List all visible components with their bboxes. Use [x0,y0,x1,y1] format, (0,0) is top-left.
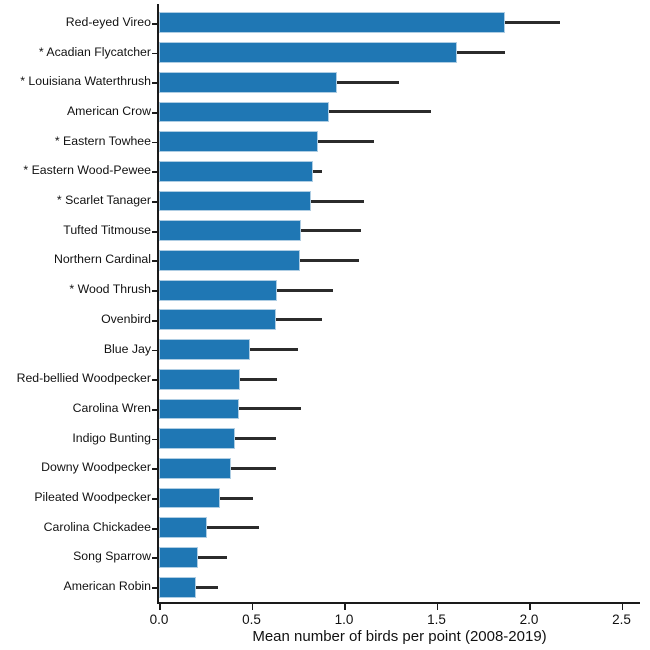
error-bar [310,199,365,203]
x-axis-tick-mark [529,604,531,610]
y-axis-tick-label: Blue Jay [103,341,151,356]
bar[interactable] [159,42,457,63]
y-axis-tick-mark [152,557,157,560]
y-axis-tick-label: Song Sparrow [73,549,151,564]
bar[interactable] [159,576,196,598]
y-axis-tick-label: Indigo Bunting [72,430,151,445]
y-axis-tick-mark [152,201,157,203]
y-axis-tick-label: Pileated Woodpecker [34,490,151,505]
error-bar [249,348,298,352]
bar[interactable] [159,160,313,182]
error-bar [312,169,322,173]
error-bar [238,407,302,411]
y-axis-tick-label: * Wood Thrush [69,282,151,297]
x-axis-tick-label: 1.5 [427,612,446,627]
x-axis-spine [157,602,640,605]
error-bar [207,526,259,530]
y-axis-tick-mark [152,82,157,85]
y-axis-tick-mark [152,171,157,174]
y-axis-tick-mark [152,52,157,55]
bar[interactable] [159,190,311,212]
y-axis-tick-label: Ovenbird [101,311,151,326]
plot-area [159,8,640,602]
y-axis-tick-mark [152,319,157,322]
y-axis-tick-mark [152,587,157,589]
y-axis-tick-label: Carolina Chickadee [43,519,151,534]
error-bar [196,585,219,589]
y-axis-spine [157,4,160,604]
x-axis-tick-mark [436,604,439,610]
error-bar [299,258,359,262]
y-axis-tick-label: * Eastern Towhee [54,133,151,148]
y-axis-tick-mark [152,230,157,233]
bar[interactable] [159,131,319,153]
error-bar [240,377,278,381]
error-bar [504,21,561,25]
bar[interactable] [159,220,302,242]
x-axis-tick-mark [251,604,254,610]
y-axis-tick-label: Northern Cardinal [53,252,151,267]
bar[interactable] [159,487,221,509]
bar[interactable] [159,339,250,360]
error-bar [301,229,361,233]
bar[interactable] [159,12,505,34]
y-axis-tick-mark [152,141,157,144]
error-bar [329,110,431,114]
y-axis-tick-label: * Louisiana Waterthrush [20,74,151,89]
y-axis-tick-mark [152,290,157,292]
x-axis-title: Mean number of birds per point (2008-201… [252,628,547,645]
x-axis-tick-mark [621,604,624,610]
error-bar [277,288,333,292]
y-axis-tick-mark [152,349,157,352]
y-axis-tick-mark [152,379,157,382]
x-axis-tick-label: 2.0 [519,612,539,627]
error-bar [336,80,400,84]
bar[interactable] [159,71,337,93]
bar[interactable] [159,368,241,390]
bar[interactable] [159,279,278,301]
y-axis-tick-label: American Crow [66,103,151,118]
y-axis-tick-label: American Robin [63,579,151,594]
error-bar [318,140,374,144]
y-axis-tick-label: * Acadian Flycatcher [38,44,151,59]
bar[interactable] [159,309,276,331]
bar[interactable] [159,398,239,420]
y-axis-tick-mark [152,22,157,25]
bar[interactable] [159,457,232,479]
error-bar [456,51,505,55]
y-axis-tick-mark [152,438,157,441]
bar[interactable] [159,547,198,568]
bar[interactable] [159,250,300,271]
x-axis-tick-mark [344,604,346,610]
y-axis-tick-mark [152,260,157,263]
y-axis-tick-label: * Scarlet Tanager [56,193,151,208]
x-axis-tick-label: 0.0 [149,612,169,627]
y-axis-tick-mark [152,527,157,530]
y-axis-tick-mark [152,498,157,500]
error-bar [231,466,276,470]
bar[interactable] [159,101,330,123]
y-axis-tick-mark [152,408,157,411]
y-axis-tick-label: * Eastern Wood-Pewee [23,163,151,178]
y-axis-tick-mark [152,111,157,114]
error-bar [220,496,254,500]
x-axis-tick-mark [159,604,161,610]
y-axis-tick-label: Tufted Titmouse [63,222,151,237]
error-bar [197,555,228,559]
bar[interactable] [159,517,208,539]
error-bar [275,318,322,322]
x-axis-tick-label: 0.5 [242,612,261,627]
y-axis-tick-label: Red-eyed Vireo [65,14,151,29]
y-axis-tick-label: Red-bellied Woodpecker [16,371,151,386]
y-axis-tick-label: Carolina Wren [72,400,151,415]
bar[interactable] [159,428,235,450]
x-axis-tick-label: 2.5 [612,612,631,627]
error-bar [234,437,276,441]
y-axis-tick-label: Downy Woodpecker [41,460,151,475]
x-axis-tick-label: 1.0 [334,612,354,627]
y-axis-category-labels: Red-eyed Vireo * Acadian Flycatcher * Loui… [0,0,151,650]
y-axis-tick-mark [152,468,157,471]
